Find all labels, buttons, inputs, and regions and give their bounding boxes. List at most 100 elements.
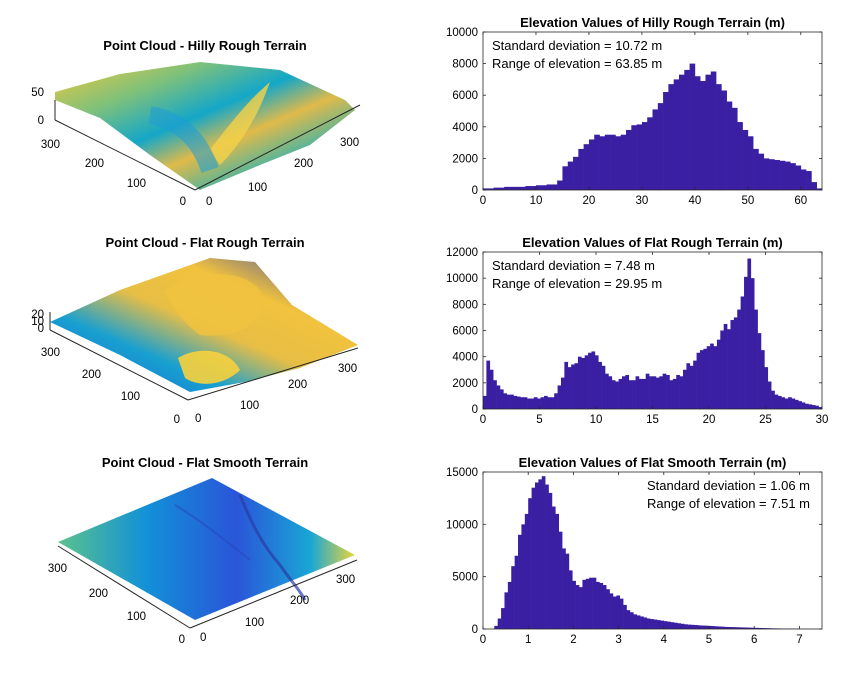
y-tick-label: 300 [41, 139, 60, 151]
histogram-bar [788, 397, 792, 409]
histogram-bar [705, 74, 712, 190]
x-tick-label: 3 [615, 634, 621, 646]
histogram-bar [762, 628, 766, 629]
histogram-bar [599, 582, 604, 629]
x-tick-label: 20 [703, 414, 716, 426]
histogram-bar [669, 380, 674, 409]
histogram-bar [572, 580, 576, 629]
histogram-bar [489, 369, 494, 409]
histogram-bar [582, 579, 587, 629]
histogram-bar [525, 186, 537, 190]
histogram-bar [609, 593, 614, 629]
y-axis-line [57, 545, 191, 629]
surface-plot-hilly: Point Cloud - Hilly Rough Terrain 50 0 3… [31, 38, 361, 208]
histogram-bar [618, 378, 623, 409]
histogram-bar [686, 363, 691, 409]
histogram-bar [649, 376, 653, 409]
histogram-bar [791, 398, 796, 409]
z-tick-label: 50 [31, 87, 44, 99]
histogram-bar [531, 487, 536, 629]
histogram-bar [805, 403, 809, 409]
histogram-bar [608, 376, 613, 409]
histogram-bar [706, 346, 711, 409]
histogram-bar [621, 376, 626, 409]
y-tick-label: 200 [85, 158, 104, 170]
surface-plot-flat-smooth: Point Cloud - Flat Smooth Terrain 300 20… [48, 455, 358, 646]
histogram-bar [605, 373, 609, 409]
histogram-bar [592, 577, 597, 629]
y-tick-label: 8000 [452, 299, 478, 311]
histogram-bar [673, 622, 678, 629]
histogram-bar [684, 69, 690, 190]
histogram-bar [643, 617, 648, 629]
histogram-flat-smooth: 0 1 2 3 4 5 6 7 0 5000 10000 15000 Elevation Values … [446, 455, 823, 646]
histogram-bar [723, 323, 728, 409]
histogram-bar [632, 380, 636, 409]
x-tick-label: 7 [796, 634, 802, 646]
histogram-bar [625, 374, 630, 409]
histogram-bar [583, 144, 590, 190]
histogram-bar [724, 626, 729, 629]
histogram-bar [713, 346, 718, 409]
histogram-bar [594, 134, 600, 190]
terrain-lowland [178, 350, 240, 384]
histogram-bar [642, 378, 647, 409]
histogram-bar [493, 187, 505, 190]
histogram-bar [677, 623, 682, 629]
y-tick-label: 300 [41, 347, 60, 359]
histogram-bar [545, 484, 549, 629]
histogram-bar [731, 107, 738, 190]
histogram-bar [494, 625, 498, 629]
histogram-bar [790, 163, 796, 190]
axes-frame [482, 471, 823, 630]
y-tick-label: 200 [89, 588, 108, 600]
histogram-bar [538, 479, 543, 629]
x-tick-label: 100 [245, 617, 264, 629]
histogram-bar [530, 398, 535, 409]
histogram-bar [548, 492, 553, 629]
histogram-bar [663, 92, 669, 190]
histogram-bar [687, 624, 692, 629]
histogram-bar [557, 180, 563, 190]
histogram-bar [784, 161, 791, 190]
surface-title: Point Cloud - Flat Rough Terrain [105, 235, 304, 250]
histogram-bar [727, 329, 731, 409]
histogram-bar [718, 626, 722, 629]
histogram-bar [700, 80, 706, 190]
y-tick-label: 2000 [452, 153, 478, 165]
histogram-bar [594, 355, 599, 409]
x-tick-label: 0 [480, 414, 486, 426]
terrain-surface [58, 478, 355, 620]
histogram-bar [737, 122, 743, 190]
histogram-bar [711, 626, 715, 629]
histogram-bar [501, 608, 505, 629]
x-tick-label: 0 [200, 632, 206, 644]
histogram-bar [781, 397, 786, 409]
histogram-bar [690, 624, 695, 629]
histogram-bar [801, 402, 806, 409]
terrain-channel [238, 494, 307, 601]
axes-frame [482, 31, 823, 191]
histogram-bar [650, 619, 654, 629]
histogram-bar [678, 74, 685, 190]
histogram-bar [567, 367, 572, 409]
histogram-bar [716, 84, 722, 190]
y-tick-label: 4000 [452, 122, 478, 134]
histogram-bar [704, 625, 709, 629]
histogram-bar [626, 610, 631, 629]
histogram-bar [562, 548, 566, 629]
histogram-bar [679, 376, 684, 409]
histogram-bar [568, 570, 573, 629]
histogram-bar [763, 158, 770, 190]
annotation-label: Range of elevation = 63.85 m [492, 56, 662, 71]
histogram-bar [811, 182, 818, 190]
y-tick-label: 0 [472, 404, 478, 416]
annotation-label: Standard deviation = 10.72 m [492, 38, 662, 53]
histogram-bar [646, 618, 651, 629]
x-tick-label: 4 [661, 634, 668, 646]
x-tick-label: 200 [288, 379, 307, 391]
x-tick-label: 6 [751, 634, 757, 646]
histogram-bar [689, 63, 696, 190]
histogram-bar [740, 296, 745, 409]
y-tick-label: 300 [48, 563, 67, 575]
